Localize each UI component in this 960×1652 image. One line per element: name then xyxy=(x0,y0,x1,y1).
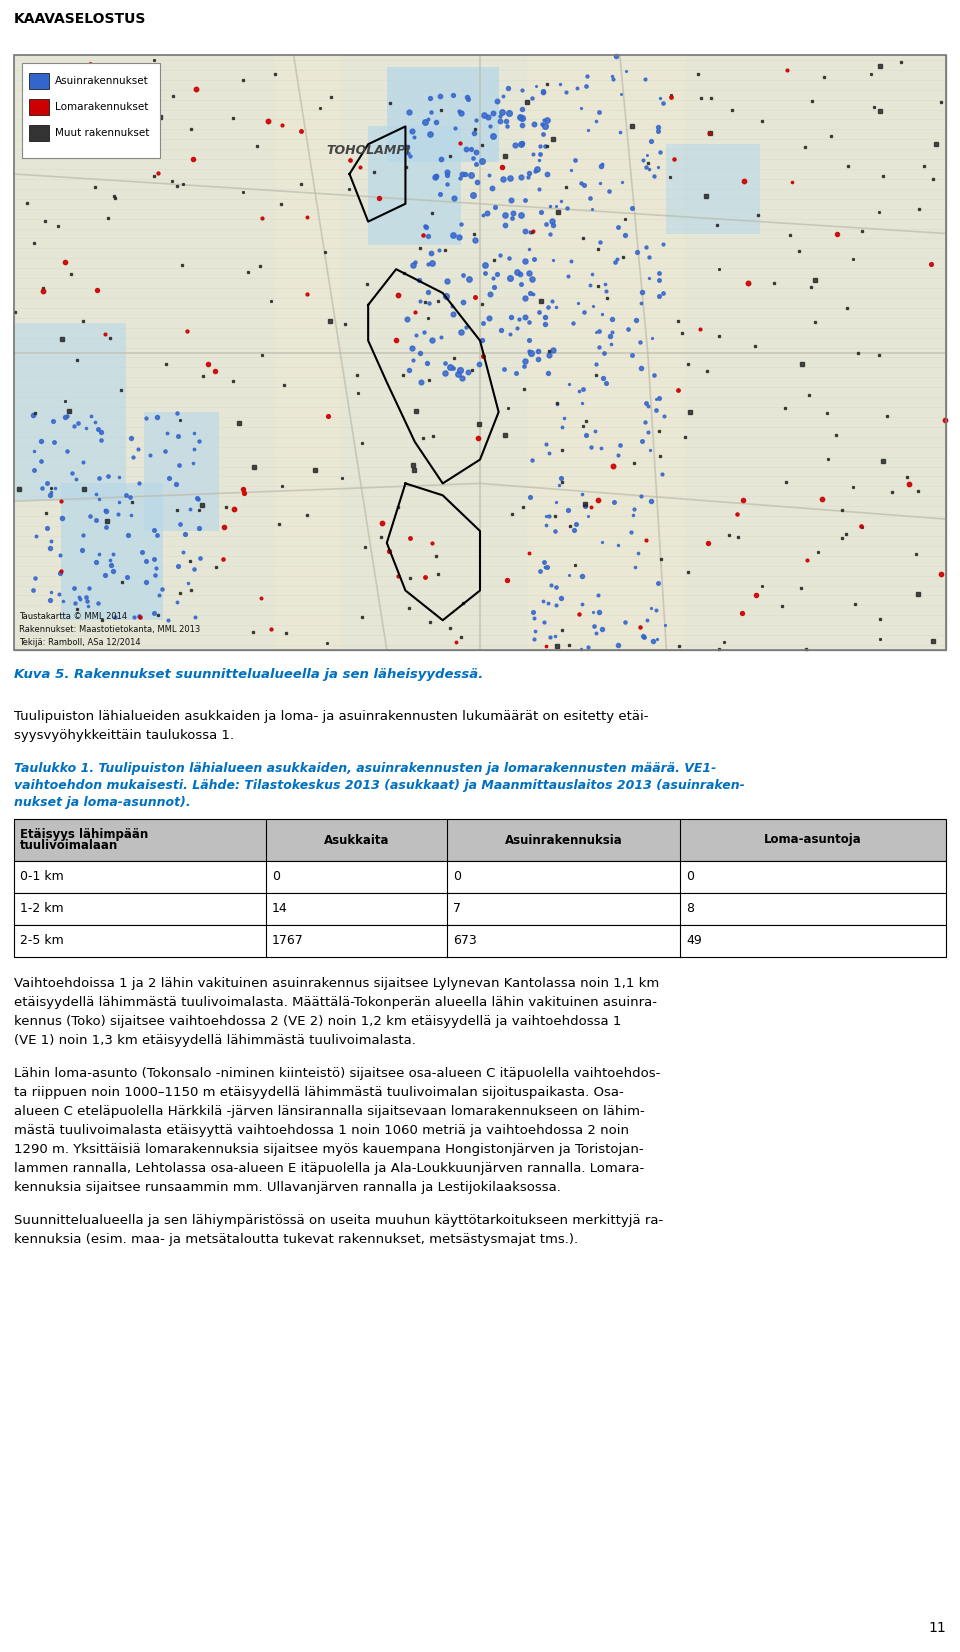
Bar xyxy=(145,411,219,530)
Bar xyxy=(387,66,498,162)
Text: 1290 m. Yksittäisiä lomarakennuksia sijaitsee myös kauempana Hongistonjärven ja : 1290 m. Yksittäisiä lomarakennuksia sija… xyxy=(14,1143,643,1156)
Text: 49: 49 xyxy=(686,935,702,948)
Text: 1-2 km: 1-2 km xyxy=(20,902,63,915)
Text: Rakennukset: Maastotietokanta, MML 2013: Rakennukset: Maastotietokanta, MML 2013 xyxy=(19,624,201,634)
Text: 0: 0 xyxy=(272,871,279,884)
Text: 14: 14 xyxy=(272,902,287,915)
Bar xyxy=(14,55,946,649)
Text: 7: 7 xyxy=(453,902,462,915)
Text: nukset ja loma-asunnot).: nukset ja loma-asunnot). xyxy=(14,796,191,809)
Text: 673: 673 xyxy=(453,935,477,948)
Text: TOHOLAMPI: TOHOLAMPI xyxy=(326,144,410,157)
Text: ta riippuen noin 1000–1150 m etäisyydellä lähimmästä tuulivoimalan sijoituspaika: ta riippuen noin 1000–1150 m etäisyydell… xyxy=(14,1085,624,1099)
Bar xyxy=(29,73,49,89)
Bar xyxy=(275,55,685,649)
Text: Suunnittelualueella ja sen lähiympäristössä on useita muuhun käyttötarkoitukseen: Suunnittelualueella ja sen lähiympäristö… xyxy=(14,1214,663,1227)
Text: Asuinrakennukset: Asuinrakennukset xyxy=(55,76,149,86)
Text: Lähin loma-asunto (Tokonsalo -niminen kiinteistö) sijaitsee osa-alueen C itäpuol: Lähin loma-asunto (Tokonsalo -niminen ki… xyxy=(14,1067,660,1080)
Text: alueen C eteläpuolella Härkkilä -järven länsirannalla sijaitsevaan lomarakennuks: alueen C eteläpuolella Härkkilä -järven … xyxy=(14,1105,645,1118)
Text: Asuinrakennuksia: Asuinrakennuksia xyxy=(505,834,623,846)
Text: 11: 11 xyxy=(928,1621,946,1635)
Text: lammen rannalla, Lehtolassa osa-alueen E itäpuolella ja Ala-Loukkuunjärven ranna: lammen rannalla, Lehtolassa osa-alueen E… xyxy=(14,1161,644,1175)
Bar xyxy=(527,55,946,649)
Bar xyxy=(14,861,946,894)
Bar xyxy=(666,144,759,233)
Bar xyxy=(29,99,49,116)
Bar xyxy=(14,55,340,649)
Text: Taustakartta © MML 2014: Taustakartta © MML 2014 xyxy=(19,611,127,621)
Text: (VE 1) noin 1,3 km etäisyydellä lähimmästä tuulivoimalasta.: (VE 1) noin 1,3 km etäisyydellä lähimmäs… xyxy=(14,1034,416,1047)
Bar xyxy=(14,819,946,861)
Text: Vaihtoehdoissa 1 ja 2 lähin vakituinen asuinrakennus sijaitsee Lylynevan Kantola: Vaihtoehdoissa 1 ja 2 lähin vakituinen a… xyxy=(14,976,660,990)
Text: KAAVASELOSTUS: KAAVASELOSTUS xyxy=(14,12,146,26)
Text: Tuulipuiston lähialueiden asukkaiden ja loma- ja asuinrakennusten lukumäärät on : Tuulipuiston lähialueiden asukkaiden ja … xyxy=(14,710,649,724)
Text: Kuva 5. Rakennukset suunnittelualueella ja sen läheisyydessä.: Kuva 5. Rakennukset suunnittelualueella … xyxy=(14,667,483,681)
Text: tuulivoimalaan: tuulivoimalaan xyxy=(20,839,118,852)
Text: syysvyöhykkeittäin taulukossa 1.: syysvyöhykkeittäin taulukossa 1. xyxy=(14,729,234,742)
Text: vaihtoehdon mukaisesti. Lähde: Tilastokeskus 2013 (asukkaat) ja Maanmittauslaito: vaihtoehdon mukaisesti. Lähde: Tilastoke… xyxy=(14,780,745,791)
Text: 8: 8 xyxy=(686,902,694,915)
Text: 0: 0 xyxy=(453,871,462,884)
Text: Asukkaita: Asukkaita xyxy=(324,834,389,846)
Text: mästä tuulivoimalasta etäisyyttä vaihtoehdossa 1 noin 1060 metriä ja vaihtoehdos: mästä tuulivoimalasta etäisyyttä vaihtoe… xyxy=(14,1123,629,1137)
Text: 0: 0 xyxy=(686,871,694,884)
Bar xyxy=(29,126,49,140)
Text: Muut rakennukset: Muut rakennukset xyxy=(55,129,150,139)
Text: Taulukko 1. Tuulipuiston lähialueen asukkaiden, asuinrakennusten ja lomarakennus: Taulukko 1. Tuulipuiston lähialueen asuk… xyxy=(14,762,716,775)
Text: Lomarakennukset: Lomarakennukset xyxy=(55,102,149,112)
Text: 1767: 1767 xyxy=(272,935,303,948)
Bar xyxy=(14,894,946,925)
Text: kennus (Toko) sijaitsee vaihtoehdossa 2 (VE 2) noin 1,2 km etäisyydellä ja vaiht: kennus (Toko) sijaitsee vaihtoehdossa 2 … xyxy=(14,1014,621,1028)
Text: etäisyydellä lähimmästä tuulivoimalasta. Määttälä-Tokonperän alueella lähin vaki: etäisyydellä lähimmästä tuulivoimalasta.… xyxy=(14,996,657,1009)
Bar xyxy=(14,925,946,957)
Text: Etäisyys lähimpään: Etäisyys lähimpään xyxy=(20,828,148,841)
Text: kennuksia sijaitsee runsaammin mm. Ullavanjärven rannalla ja Lestijokilaaksossa.: kennuksia sijaitsee runsaammin mm. Ullav… xyxy=(14,1181,561,1194)
Text: 0-1 km: 0-1 km xyxy=(20,871,63,884)
Bar xyxy=(60,484,163,620)
Text: Tekijä: Ramboll, ASa 12/2014: Tekijä: Ramboll, ASa 12/2014 xyxy=(19,638,140,648)
Text: Loma-asuntoja: Loma-asuntoja xyxy=(764,834,862,846)
Text: kennuksia (esim. maa- ja metsätaloutta tukevat rakennukset, metsästysmajat tms.): kennuksia (esim. maa- ja metsätaloutta t… xyxy=(14,1232,578,1246)
Bar xyxy=(369,127,462,246)
Text: 2-5 km: 2-5 km xyxy=(20,935,63,948)
Bar xyxy=(14,55,946,649)
Bar xyxy=(14,322,126,501)
Bar xyxy=(22,63,160,159)
